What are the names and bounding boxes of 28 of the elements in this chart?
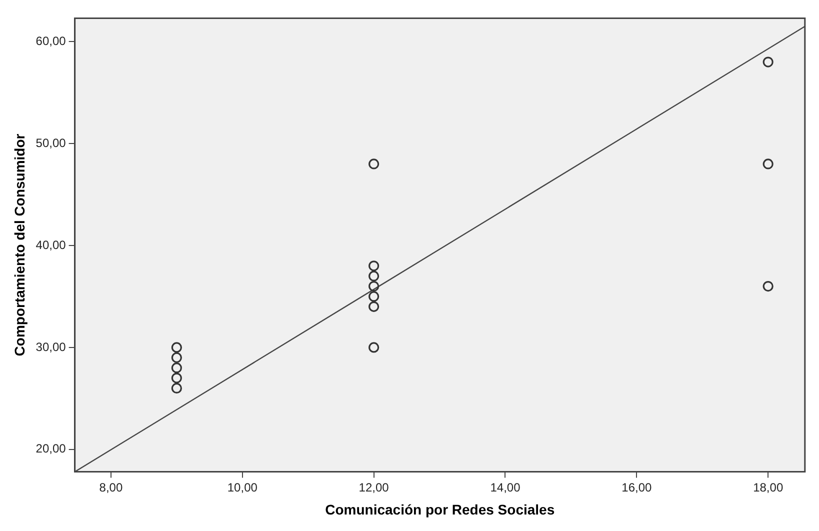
point xyxy=(368,158,380,170)
x-tick-label: 16,00 xyxy=(622,480,652,494)
point xyxy=(762,158,774,170)
y-axis-title: Comportamiento del Consumidor xyxy=(11,133,28,356)
x-tick-label: 12,00 xyxy=(358,480,390,494)
x-axis-title: Comunicación por Redes Sociales xyxy=(325,501,555,518)
x-tick-label: 14,00 xyxy=(490,480,521,494)
point xyxy=(368,342,380,353)
point xyxy=(171,362,182,374)
x-tick-label: 18,00 xyxy=(753,480,784,494)
point xyxy=(171,382,182,394)
point xyxy=(171,342,182,353)
x-tick-label: 8,00 xyxy=(99,480,123,494)
point xyxy=(368,301,380,312)
x-tick-label: 10,00 xyxy=(227,480,258,494)
y-tick-label: 20,00 xyxy=(36,442,66,456)
y-tick-label: 60,00 xyxy=(36,34,66,48)
point xyxy=(368,291,380,302)
point xyxy=(762,280,774,292)
point xyxy=(368,260,380,272)
point xyxy=(171,352,182,363)
y-tick-label: 30,00 xyxy=(36,340,66,354)
point xyxy=(368,280,380,292)
point xyxy=(762,56,774,68)
point xyxy=(368,270,380,282)
y-tick-label: 50,00 xyxy=(36,136,66,150)
y-tick-label: 40,00 xyxy=(36,238,66,252)
point xyxy=(171,372,182,384)
